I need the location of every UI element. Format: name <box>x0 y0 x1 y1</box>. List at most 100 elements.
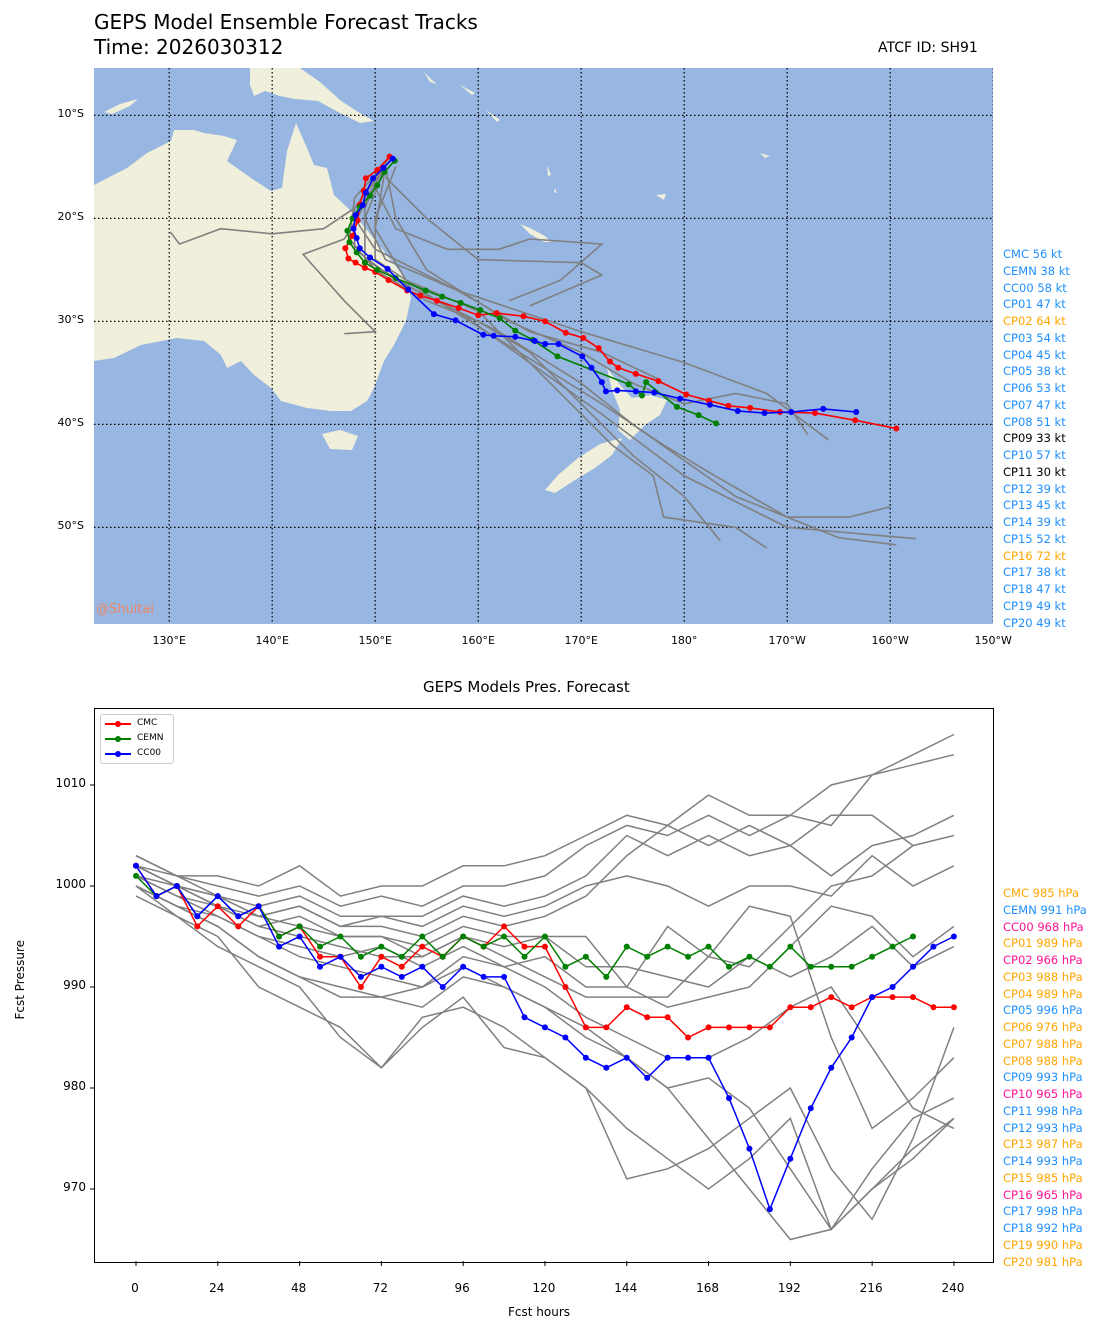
track-point-cmc <box>433 297 440 304</box>
track-point-cc00 <box>370 175 377 182</box>
pressure-line-member <box>135 733 955 897</box>
pressure-list-item: CP15 985 hPa <box>1003 1170 1083 1185</box>
track-member <box>374 166 891 518</box>
pressure-point-cc00 <box>521 1014 528 1021</box>
track-point-cc00 <box>632 388 639 395</box>
pressure-line-member <box>135 753 955 907</box>
track-point-cmc <box>520 313 527 320</box>
track-point-cemn <box>673 403 680 410</box>
pressure-point-cemn <box>133 872 139 879</box>
track-point-cc00 <box>588 364 595 371</box>
track-point-cemn <box>457 299 464 306</box>
wind-list-item: CEMN 38 kt <box>1003 263 1070 278</box>
pressure-point-cmc <box>848 1004 855 1011</box>
map-tracks <box>169 153 916 549</box>
pressure-point-cc00 <box>644 1074 651 1081</box>
legend-marker-cmc <box>115 721 121 727</box>
pressure-point-cc00 <box>685 1054 692 1061</box>
track-point-cemn <box>361 259 368 266</box>
track-point-cemn <box>439 293 446 300</box>
lat-tick-label: 40°S <box>57 416 84 430</box>
pressure-point-cemn <box>357 953 364 960</box>
track-point-cmc <box>362 175 369 182</box>
pressure-point-cc00 <box>173 883 180 889</box>
x-tick-label: 96 <box>454 1281 470 1295</box>
pressure-point-cc00 <box>889 984 896 990</box>
pressure-point-cemn <box>766 963 773 970</box>
nz-south-island <box>545 438 622 493</box>
timor <box>104 99 138 114</box>
pressure-point-cmc <box>235 923 242 930</box>
pressure-point-cc00 <box>439 984 446 990</box>
lon-tick-label: 180° <box>670 634 698 647</box>
track-point-cc00 <box>384 265 391 272</box>
pressure-point-cemn <box>419 933 426 940</box>
track-point-cemn <box>625 381 632 388</box>
pressure-point-cc00 <box>276 943 283 950</box>
pressure-point-cc00 <box>460 963 467 970</box>
track-point-cmc <box>683 391 690 398</box>
pressure-list-item: CMC 985 hPa <box>1003 886 1079 900</box>
pressure-point-cc00 <box>828 1064 835 1071</box>
pressure-point-cmc <box>194 923 201 930</box>
x-tick-label: 72 <box>372 1281 389 1295</box>
track-point-cc00 <box>389 155 396 162</box>
wind-list-item: CP02 64 kt <box>1003 314 1066 328</box>
lon-tick-label: 160°W <box>871 634 909 647</box>
track-point-cc00 <box>350 225 357 232</box>
pressure-point-cc00 <box>664 1054 671 1061</box>
pressure-point-cemn <box>910 933 917 940</box>
wind-list-item: CP10 57 kt <box>1003 448 1066 462</box>
lon-tick-label: 170°W <box>768 634 806 647</box>
pressure-line-cmc <box>135 865 954 1039</box>
track-point-cmc <box>542 318 549 325</box>
wind-list-item: CP11 30 kt <box>1003 464 1066 479</box>
pressure-list-item: CP02 966 hPa <box>1003 953 1083 967</box>
pressure-point-cemn <box>623 943 630 950</box>
pressure-point-cmc <box>685 1034 692 1041</box>
pressure-point-cemn <box>562 963 569 970</box>
pressure-point-cemn <box>439 953 446 960</box>
track-point-cemn <box>353 249 360 256</box>
track-member <box>169 166 387 246</box>
pressure-point-cemn <box>848 963 855 970</box>
tasmania <box>322 430 358 450</box>
track-point-cemn <box>422 287 429 294</box>
pressure-point-cemn <box>337 933 344 940</box>
wind-list-item: CP12 39 kt <box>1003 481 1066 496</box>
track-point-cemn <box>643 379 650 386</box>
x-tick-label: 144 <box>614 1281 638 1295</box>
track-point-cemn <box>374 182 381 189</box>
pressure-point-cemn <box>480 943 487 950</box>
pressure-point-cemn <box>378 943 385 950</box>
pressure-point-cmc <box>378 953 385 960</box>
pressure-point-cc00 <box>787 1155 794 1162</box>
pressure-point-cmc <box>521 943 528 950</box>
track-point-cc00 <box>598 379 605 386</box>
pressure-list-item: CP17 998 hPa <box>1003 1204 1083 1219</box>
track-point-cc00 <box>367 254 374 261</box>
x-tick-label: 168 <box>696 1281 719 1295</box>
wind-list-item: CP06 53 kt <box>1003 381 1066 395</box>
track-point-cc00 <box>820 405 827 412</box>
pressure-point-cemn <box>685 953 692 960</box>
legend-label-cc00: CC00 <box>137 748 162 758</box>
wind-list-item: CP09 33 kt <box>1003 431 1066 446</box>
pressure-list-item: CP08 988 hPa <box>1003 1053 1083 1068</box>
pressure-list-item: CP05 996 hPa <box>1003 1003 1083 1018</box>
legend-marker-cemn <box>115 736 121 742</box>
pressure-line-member <box>135 814 955 918</box>
track-point-cc00 <box>430 311 437 318</box>
pressure-point-cc00 <box>910 963 917 970</box>
track-point-cc00 <box>602 388 609 395</box>
track-point-cc00 <box>356 245 363 252</box>
wind-list-item: CP04 45 kt <box>1003 347 1066 362</box>
track-point-cemn <box>374 266 381 273</box>
wind-list-item: CP13 45 kt <box>1003 498 1066 513</box>
track-point-cemn <box>477 307 484 314</box>
track-point-cmc <box>747 404 754 411</box>
pressure-point-cmc <box>419 943 426 950</box>
lon-tick-label: 130°E <box>152 634 186 647</box>
y-tick-label: 1010 <box>55 776 86 790</box>
